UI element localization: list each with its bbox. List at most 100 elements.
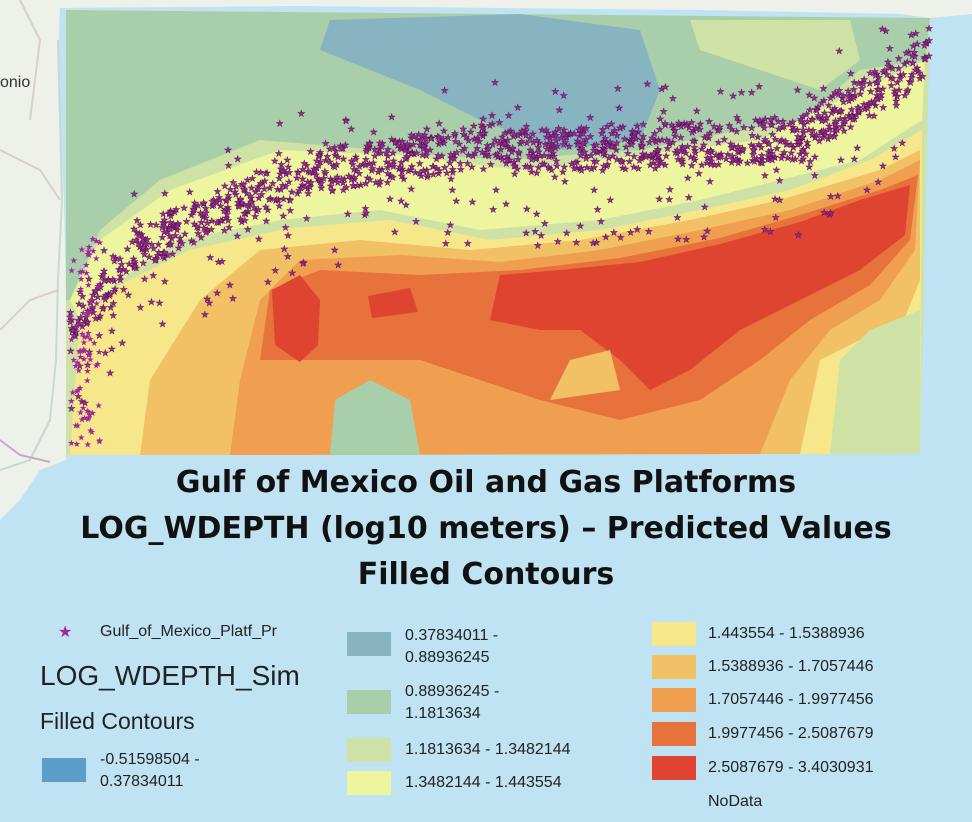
platform-marker: ★ (321, 166, 329, 176)
platform-marker: ★ (132, 263, 140, 273)
platform-marker: ★ (510, 129, 518, 139)
platform-marker: ★ (654, 135, 662, 145)
platform-marker: ★ (246, 191, 254, 201)
platform-marker: ★ (522, 228, 530, 238)
platform-marker: ★ (480, 122, 488, 132)
platform-marker: ★ (244, 206, 252, 216)
platform-marker: ★ (389, 161, 397, 171)
platform-marker: ★ (646, 160, 654, 170)
platform-marker: ★ (275, 195, 283, 205)
platform-marker: ★ (538, 125, 546, 135)
platform-marker: ★ (891, 86, 899, 96)
platform-marker: ★ (849, 112, 857, 122)
platform-marker: ★ (766, 154, 774, 164)
platform-marker: ★ (651, 164, 659, 174)
platform-marker: ★ (680, 119, 688, 129)
platform-marker: ★ (85, 407, 93, 417)
platform-marker: ★ (666, 137, 674, 147)
platform-marker: ★ (688, 118, 696, 128)
platform-marker: ★ (97, 282, 105, 292)
platform-marker: ★ (245, 202, 253, 212)
platform-marker: ★ (238, 199, 246, 209)
platform-marker: ★ (187, 210, 195, 220)
platform-marker: ★ (855, 107, 863, 117)
platform-marker: ★ (464, 238, 472, 248)
platform-marker: ★ (701, 133, 709, 143)
platform-marker: ★ (579, 129, 587, 139)
platform-marker: ★ (293, 173, 301, 183)
platform-marker: ★ (81, 398, 89, 408)
platform-marker: ★ (216, 195, 224, 205)
platform-marker: ★ (483, 145, 491, 155)
platform-marker: ★ (599, 149, 607, 159)
platform-marker: ★ (167, 206, 175, 216)
platform-marker: ★ (198, 210, 206, 220)
platform-marker: ★ (812, 105, 820, 115)
platform-marker: ★ (516, 129, 524, 139)
platform-marker: ★ (86, 307, 94, 317)
platform-marker: ★ (79, 301, 87, 311)
platform-marker: ★ (201, 309, 209, 319)
platform-marker: ★ (916, 74, 924, 84)
contour-band-light-green-east (690, 20, 860, 90)
road (0, 149, 61, 201)
platform-marker: ★ (467, 127, 475, 137)
platform-marker: ★ (323, 152, 331, 162)
platform-marker: ★ (560, 90, 568, 100)
platform-marker: ★ (772, 165, 780, 175)
platform-marker: ★ (156, 298, 164, 308)
platform-marker: ★ (819, 84, 827, 94)
platform-marker: ★ (190, 238, 198, 248)
platform-marker: ★ (546, 133, 554, 143)
platform-marker: ★ (514, 130, 522, 140)
platform-marker: ★ (518, 136, 526, 146)
platform-marker: ★ (690, 153, 698, 163)
platform-marker: ★ (658, 84, 666, 94)
platform-marker: ★ (159, 218, 167, 228)
platform-marker: ★ (396, 162, 404, 172)
platform-marker: ★ (254, 205, 262, 215)
platform-marker: ★ (529, 138, 537, 148)
platform-marker: ★ (768, 149, 776, 159)
platform-marker: ★ (257, 178, 265, 188)
platform-marker: ★ (616, 123, 624, 133)
platform-marker: ★ (339, 144, 347, 154)
platform-marker: ★ (908, 69, 916, 79)
platform-marker: ★ (608, 142, 616, 152)
platform-marker: ★ (416, 168, 424, 178)
platform-marker: ★ (250, 202, 258, 212)
platform-marker: ★ (93, 298, 101, 308)
platform-marker: ★ (229, 294, 237, 304)
platform-marker: ★ (397, 196, 405, 206)
platform-marker: ★ (154, 239, 162, 249)
platform-marker: ★ (384, 168, 392, 178)
platform-marker: ★ (119, 265, 127, 275)
platform-marker: ★ (214, 257, 222, 267)
platform-marker: ★ (647, 151, 655, 161)
platform-marker: ★ (401, 146, 409, 156)
platform-marker: ★ (878, 24, 886, 34)
platform-marker: ★ (818, 128, 826, 138)
platform-marker: ★ (546, 144, 554, 154)
platform-marker: ★ (873, 84, 881, 94)
platform-marker: ★ (581, 147, 589, 157)
platform-marker: ★ (522, 162, 530, 172)
platform-marker: ★ (413, 148, 421, 158)
platform-marker: ★ (549, 131, 557, 141)
platform-marker: ★ (447, 153, 455, 163)
platform-marker: ★ (537, 231, 545, 241)
contour-band-shallow (66, 10, 930, 300)
platform-marker: ★ (606, 137, 614, 147)
platform-marker: ★ (359, 159, 367, 169)
platform-marker: ★ (130, 189, 138, 199)
platform-marker: ★ (199, 212, 207, 222)
platform-marker: ★ (656, 125, 664, 135)
platform-marker: ★ (132, 235, 140, 245)
platform-marker: ★ (698, 144, 706, 154)
platform-marker: ★ (169, 249, 177, 259)
platform-marker: ★ (160, 227, 168, 237)
platform-marker: ★ (561, 132, 569, 142)
platform-marker: ★ (313, 156, 321, 166)
platform-marker: ★ (545, 152, 553, 162)
